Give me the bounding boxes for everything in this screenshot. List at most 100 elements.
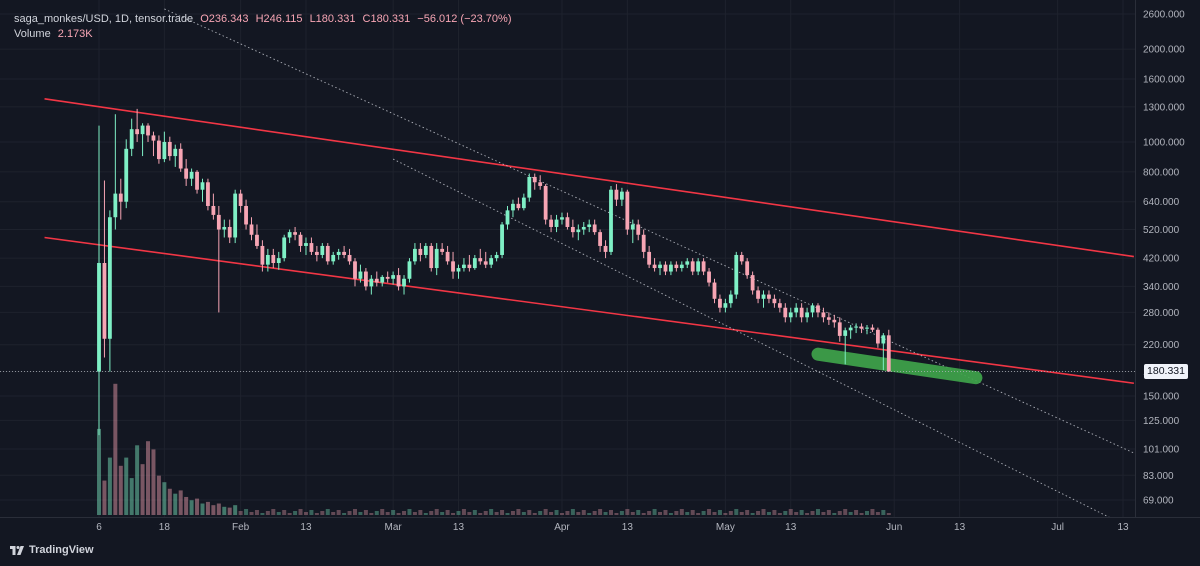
volume-bar — [412, 512, 417, 515]
candle-body — [685, 261, 690, 265]
time-tick-label: Mar — [385, 522, 403, 533]
volume-bar — [679, 509, 684, 515]
volume-bar — [347, 511, 352, 515]
volume-bar — [391, 510, 396, 515]
volume-bar — [636, 510, 641, 515]
candle-body — [538, 182, 543, 186]
volume-bar — [178, 490, 183, 515]
candle-body — [630, 224, 635, 230]
volume-bar — [875, 512, 880, 515]
candle-body — [723, 303, 728, 308]
candle-body — [423, 245, 428, 255]
candle-body — [396, 275, 401, 287]
volume-bar — [799, 510, 804, 515]
time-tick-label: 13 — [300, 522, 312, 533]
candle-body — [674, 264, 679, 269]
time-tick-label: 13 — [1117, 522, 1129, 533]
candle-body — [505, 210, 510, 225]
volume-label[interactable]: Volume — [14, 28, 51, 40]
candlesticks — [97, 108, 891, 436]
candle-body — [293, 232, 297, 235]
volume-bar — [380, 509, 385, 515]
candle-body — [467, 264, 472, 269]
candle-body — [521, 197, 526, 209]
candle-body — [276, 258, 281, 263]
volume-bar — [783, 511, 788, 515]
candle-body — [805, 312, 809, 318]
volume-bar — [303, 512, 308, 515]
candle-body — [619, 191, 624, 200]
candle-body — [222, 226, 227, 230]
tradingview-brand[interactable]: TradingView — [10, 544, 94, 556]
volume-bar — [298, 509, 303, 515]
volume-bar — [374, 511, 379, 515]
volume-bar — [369, 513, 374, 515]
candle-body — [167, 141, 172, 157]
candle-body — [859, 326, 864, 329]
volume-bar — [140, 464, 145, 515]
volume-bar — [712, 512, 717, 515]
volume-bar — [162, 482, 167, 515]
candle-body — [767, 294, 771, 299]
volume-bar — [233, 505, 238, 515]
volume-bar — [358, 512, 363, 515]
price-tick-label: 1000.000 — [1143, 137, 1185, 148]
candle-body — [494, 254, 499, 259]
trend-line-dotted — [392, 158, 1113, 520]
volume-bar — [189, 500, 194, 515]
candle-body — [565, 217, 570, 227]
candle-body — [331, 254, 336, 262]
candle-body — [107, 217, 112, 339]
candle-body — [287, 232, 292, 238]
volume-bar — [173, 493, 178, 515]
time-tick-label: 13 — [785, 522, 797, 533]
candle-body — [848, 327, 853, 331]
volume-bar — [619, 511, 624, 515]
volume-bar — [282, 510, 287, 515]
symbol-label[interactable]: saga_monkes/USD, 1D, tensor.trade — [14, 13, 194, 25]
volume-bar — [609, 510, 613, 515]
volume-bar — [385, 512, 390, 515]
volume-bar — [772, 510, 777, 515]
candle-body — [97, 262, 101, 372]
candle-body — [102, 262, 107, 339]
volume-bar — [205, 501, 210, 515]
candle-body — [391, 275, 396, 279]
candle-body — [794, 307, 799, 313]
volume-bar — [832, 513, 837, 515]
low-value: L180.331 — [309, 13, 356, 25]
volume-bar — [135, 445, 140, 515]
candle-body — [206, 182, 210, 206]
candle-body — [669, 264, 673, 272]
price-tick-label: 640.000 — [1143, 197, 1180, 208]
volume-bar — [124, 457, 129, 515]
time-tick-label: May — [716, 522, 735, 533]
time-axis[interactable]: 6 18 Feb 13 Mar 13 Apr 13 May 13 Jun 13 Jul 13 — [0, 517, 1200, 534]
volume-bar — [102, 480, 107, 515]
candle-body — [826, 317, 831, 320]
price-axis[interactable]: 2600.000 2000.000 1600.000 1300.000 1000.000… — [1135, 0, 1186, 517]
candle-body — [570, 226, 575, 233]
volume-bar — [532, 513, 537, 515]
volume-bar — [167, 488, 172, 515]
volume-bar — [886, 513, 891, 515]
candle-body — [734, 254, 739, 295]
volume-bar — [794, 512, 799, 515]
candle-body — [875, 329, 880, 344]
price-tick-label: 2000.000 — [1143, 45, 1185, 56]
change-value: −56.012 (−23.70%) — [417, 13, 512, 25]
candle-body — [451, 261, 455, 272]
volume-bar — [815, 509, 820, 515]
volume-bar — [407, 509, 412, 515]
volume-bar — [826, 510, 831, 515]
volume-value: 2.173K — [57, 28, 93, 40]
candle-body — [679, 264, 684, 269]
trend-line-red — [44, 98, 1135, 258]
volume-bar — [821, 512, 826, 515]
volume-bar — [598, 509, 603, 515]
candle-body — [216, 214, 221, 230]
candle-body — [233, 193, 238, 238]
volume-bar — [510, 511, 515, 515]
open-value: O236.343 — [200, 13, 249, 25]
